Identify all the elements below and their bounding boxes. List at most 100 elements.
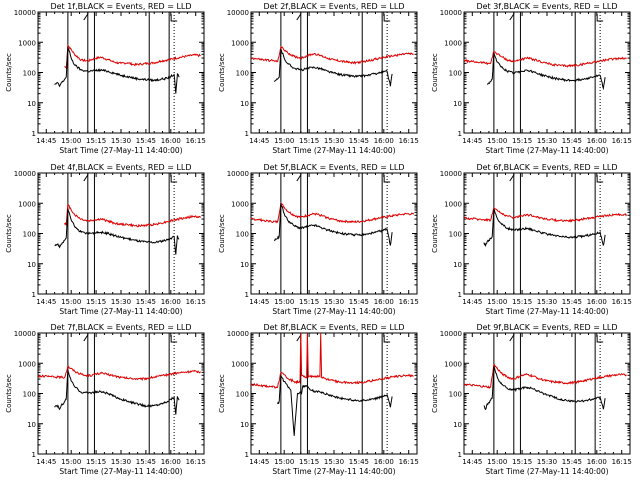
y-tick-label: 100 [23,70,36,78]
x-axis-label: Start Time (27-May-11 14:40:00) [485,146,608,155]
y-tick-label: 10 [453,261,462,269]
y-tick-label: 10 [453,421,462,429]
y-tick-label: 1 [458,291,462,299]
x-tick-label: 15:15 [299,298,319,306]
x-tick-label: 16:00 [587,298,607,306]
x-tick-label: 16:00 [587,137,607,145]
y-tick-label: 1000 [231,39,249,47]
x-tick-label: 15:00 [61,298,81,306]
panel-title: Det 6f,BLACK = Events, RED = LLD [476,163,617,172]
events-rate-line [486,52,606,91]
y-axis-label: Counts/sec [218,214,226,253]
y-tick-label: 10 [453,100,462,108]
marker-annotation [509,13,515,21]
y-tick-label: 10000 [227,330,249,338]
x-axis-label: Start Time (27-May-11 14:40:00) [59,146,182,155]
plot-frame [37,172,205,295]
marker-annotation [596,335,604,343]
panel-det-2: Det 2f,BLACK = Events, RED = LLD 1 10 100 10… [218,2,419,155]
x-tick-label: 15:45 [136,458,156,466]
lld-rate-line [64,43,201,70]
y-axis-label: Counts/sec [218,374,226,413]
panel-det-1: Det 1f,BLACK = Events, RED = LLD 1 10 100 10… [5,2,206,155]
x-tick-label: 16:15 [186,298,206,306]
lld-rate-line [250,45,414,65]
x-axis-label: Start Time (27-May-11 14:40:00) [272,146,395,155]
lld-rate-line [250,332,414,389]
y-tick-label: 10000 [227,9,249,17]
marker-annotation [383,335,391,343]
y-tick-label: 100 [449,391,462,399]
events-rate-line [54,46,180,94]
y-axis-label: Counts/sec [431,214,439,253]
lld-rate-line [463,50,627,68]
x-tick-label: 15:45 [562,137,582,145]
y-tick-label: 10000 [227,170,249,178]
panel-det-4: Det 4f,BLACK = Events, RED = LLD 1 10 100 10… [5,163,206,316]
plot-frame [37,11,205,134]
y-tick-label: 1 [245,451,249,459]
y-tick-label: 100 [449,70,462,78]
y-tick-label: 10 [240,261,249,269]
events-rate-line [54,369,180,415]
marker-annotation [596,14,604,22]
x-axis-label: Start Time (27-May-11 14:40:00) [59,467,182,476]
x-axis-label: Start Time (27-May-11 14:40:00) [59,307,182,316]
y-axis-label: Counts/sec [5,53,13,92]
plot-frame [37,332,205,455]
x-tick-label: 16:00 [374,458,394,466]
y-tick-label: 1 [458,130,462,138]
plot-frame [250,332,418,455]
x-tick-label: 15:00 [274,137,294,145]
lld-rate-line [463,363,627,390]
y-tick-label: 1 [458,451,462,459]
x-tick-label: 15:15 [299,137,319,145]
y-tick-label: 1000 [231,200,249,208]
x-tick-label: 14:45 [462,458,482,466]
marker-annotation [509,334,515,342]
x-tick-label: 16:15 [612,137,632,145]
panel-title: Det 8f,BLACK = Events, RED = LLD [263,323,404,332]
y-tick-label: 10000 [440,330,462,338]
marker-annotation [83,334,89,342]
x-tick-label: 14:45 [249,458,269,466]
x-tick-label: 15:15 [86,458,106,466]
x-tick-label: 15:45 [562,298,582,306]
lld-rate-line [250,202,415,224]
x-tick-label: 15:15 [299,458,319,466]
x-tick-label: 15:45 [349,137,369,145]
y-axis-label: Counts/sec [431,374,439,413]
x-tick-label: 16:00 [374,137,394,145]
lld-rate-line [463,207,628,223]
x-tick-label: 15:00 [487,458,507,466]
panel-det-7: Det 7f,BLACK = Events, RED = LLD 1 10 100 10… [5,323,206,476]
lld-rate-line [37,365,202,382]
y-tick-label: 100 [236,231,249,239]
x-tick-label: 15:00 [274,298,294,306]
y-tick-label: 100 [236,70,249,78]
x-tick-label: 16:00 [161,137,181,145]
y-tick-label: 10000 [440,170,462,178]
y-tick-label: 100 [236,391,249,399]
x-tick-label: 16:15 [186,458,206,466]
x-tick-label: 14:45 [36,137,56,145]
y-tick-label: 1000 [444,360,462,368]
x-tick-label: 15:30 [111,137,131,145]
y-tick-label: 1000 [18,39,36,47]
x-tick-label: 15:00 [61,458,81,466]
x-tick-label: 15:30 [537,298,557,306]
x-tick-label: 16:15 [399,137,419,145]
marker-annotation [83,13,89,21]
x-tick-label: 15:45 [349,458,369,466]
y-tick-label: 10 [240,100,249,108]
x-tick-label: 16:00 [161,298,181,306]
y-tick-label: 10000 [14,170,36,178]
x-tick-label: 15:00 [274,458,294,466]
x-tick-label: 16:15 [186,137,206,145]
y-tick-label: 1000 [18,360,36,368]
y-tick-label: 1 [245,130,249,138]
y-tick-label: 100 [23,391,36,399]
x-tick-label: 15:30 [537,458,557,466]
y-axis-label: Counts/sec [5,214,13,253]
